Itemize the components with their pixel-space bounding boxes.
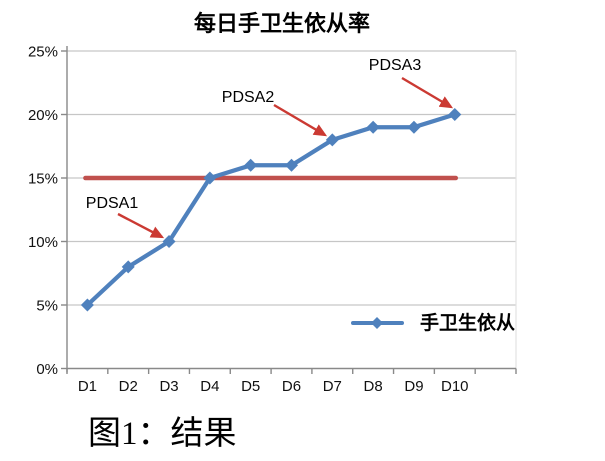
x-tick-label: D6: [282, 378, 301, 395]
x-tick-label: D5: [241, 378, 260, 395]
x-tick-label: D10: [441, 378, 469, 395]
x-tick-label: D7: [323, 378, 342, 395]
annotation-label: PDSA2: [222, 89, 275, 106]
x-tick-label: D2: [119, 378, 138, 395]
data-point-marker: [285, 158, 298, 172]
x-tick-label: D3: [159, 378, 178, 395]
y-tick-label: 5%: [36, 298, 58, 315]
legend-marker-diamond: [371, 317, 383, 329]
y-tick-label: 25%: [28, 44, 58, 61]
annotation-label: PDSA3: [369, 57, 422, 74]
x-tick-label: D1: [78, 378, 97, 395]
y-tick-label: 15%: [28, 171, 58, 188]
data-point-marker: [244, 158, 258, 172]
legend-label: 手卫生依从: [420, 311, 515, 334]
figure-caption: 图1：结果: [88, 415, 237, 452]
y-tick-label: 0%: [36, 361, 58, 378]
annotation-arrow: [401, 76, 454, 109]
y-tick-label: 10%: [28, 234, 58, 251]
data-point-marker: [448, 108, 462, 121]
data-point-marker: [80, 298, 94, 312]
plot-area: 0% 5% 10% 15% 20% 25% D1 D2 D3 D4 D5 D6 D7 D8 D9 D10 PDS…: [28, 44, 517, 395]
data-point-marker: [325, 133, 339, 147]
annotation-arrow: [273, 103, 328, 137]
data-point-marker: [366, 120, 380, 134]
chart-title: 每日手卫生依从率: [194, 11, 370, 36]
annotation-arrow: [117, 212, 165, 239]
x-tick-label: D9: [404, 378, 423, 395]
x-tick-label: D4: [200, 378, 219, 395]
x-tick-label: D8: [364, 378, 383, 395]
series-line: [85, 112, 457, 308]
annotation-label: PDSA1: [86, 195, 139, 212]
data-point-marker: [407, 120, 421, 134]
data-point-marker: [121, 260, 135, 274]
data-point-marker: [162, 235, 176, 248]
data-point-marker: [203, 171, 217, 185]
y-tick-label: 20%: [28, 107, 58, 124]
